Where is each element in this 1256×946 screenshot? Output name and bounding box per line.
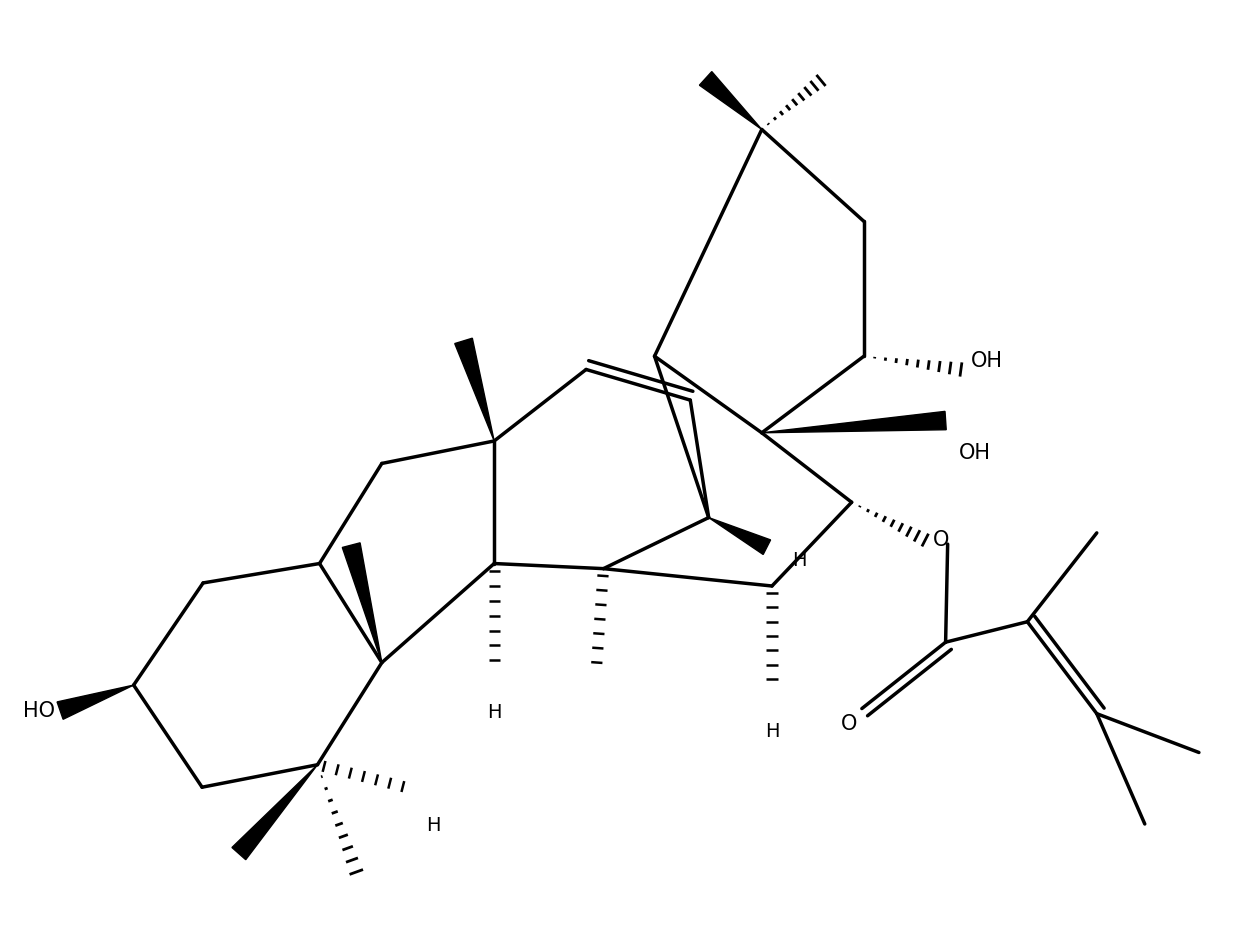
Polygon shape (700, 72, 762, 130)
Text: O: O (840, 713, 857, 734)
Text: OH: OH (971, 351, 1004, 371)
Polygon shape (762, 412, 946, 433)
Polygon shape (455, 338, 494, 441)
Polygon shape (57, 685, 133, 719)
Polygon shape (708, 517, 771, 554)
Text: OH: OH (958, 444, 991, 464)
Text: H: H (793, 551, 806, 570)
Polygon shape (232, 764, 318, 860)
Text: H: H (487, 704, 501, 723)
Text: O: O (933, 530, 950, 550)
Text: HO: HO (23, 701, 55, 721)
Text: H: H (426, 815, 440, 834)
Polygon shape (343, 543, 382, 662)
Text: H: H (765, 722, 779, 741)
